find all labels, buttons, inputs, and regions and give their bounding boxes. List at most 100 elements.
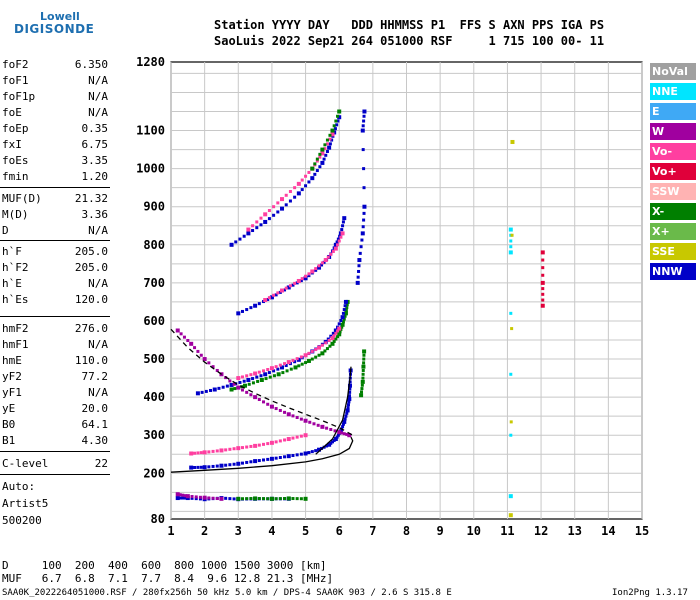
echo-point: [240, 388, 244, 392]
echo-point: [293, 186, 297, 190]
echo-point: [199, 353, 203, 357]
echo-point: [362, 357, 366, 361]
echo-point: [508, 494, 513, 499]
echo-point: [276, 372, 281, 377]
y-tick-label: 1000: [136, 162, 165, 176]
echo-point: [291, 283, 295, 287]
echo-point: [304, 174, 308, 178]
echo-point: [178, 496, 182, 500]
echo-point: [335, 435, 339, 439]
echo-point: [181, 493, 185, 497]
echo-point: [322, 157, 326, 161]
echo-point: [199, 451, 203, 455]
echo-point: [245, 460, 249, 464]
echo-point: [181, 496, 185, 500]
echo-point: [333, 429, 337, 433]
echo-point: [249, 306, 253, 310]
echo-point: [196, 451, 200, 455]
echo-point: [224, 496, 228, 500]
y-tick-label: 300: [143, 428, 165, 442]
y-tick-label: 1100: [136, 124, 165, 138]
echo-point: [330, 336, 335, 341]
echo-trace: [236, 496, 308, 501]
param-row: B1 4.30: [2, 434, 108, 450]
echo-trace: [359, 349, 367, 398]
echo-point: [341, 425, 345, 429]
profile-upper-line: [315, 366, 352, 455]
param-name: MUF(D): [2, 192, 42, 205]
param-row: h`Es 120.0: [2, 293, 108, 309]
param-name: fmin: [2, 170, 29, 183]
param-row: foF2 6.350: [2, 58, 108, 74]
echo-point: [343, 304, 347, 308]
echo-point: [334, 337, 338, 341]
echo-point: [257, 370, 261, 374]
echo-point: [336, 335, 340, 339]
echo-point: [257, 443, 261, 447]
param-value: 205.0: [74, 261, 108, 274]
legend-item: X+: [650, 223, 696, 240]
echo-point: [266, 497, 270, 501]
echo-point: [262, 400, 266, 404]
echo-point: [219, 463, 224, 468]
param-row: foEp 0.35: [2, 122, 108, 138]
echo-point: [283, 288, 287, 292]
echo-point: [183, 494, 187, 498]
echo-point: [317, 353, 321, 357]
echo-point: [200, 390, 204, 394]
echo-point: [330, 128, 335, 133]
echo-point: [295, 435, 299, 439]
footer-d-row: D 100 200 400 600 800 1000 1500 3000 [km…: [2, 559, 327, 572]
echo-point: [340, 431, 344, 435]
legend-item: NNE: [650, 83, 696, 100]
echo-point: [310, 450, 314, 454]
param-row: foF1 N/A: [2, 74, 108, 90]
echo-point: [266, 297, 270, 301]
echo-point: [361, 368, 365, 372]
echo-point: [257, 497, 261, 501]
echo-point: [346, 403, 350, 407]
x-tick-label: 1: [167, 524, 174, 538]
echo-point: [225, 384, 229, 388]
echo-point: [240, 497, 244, 501]
legend-item: NoVal: [650, 63, 696, 80]
echo-point: [509, 311, 513, 315]
echo-point: [331, 331, 335, 335]
param-name: foEs: [2, 154, 29, 167]
echo-point: [328, 344, 332, 348]
echo-point: [329, 441, 333, 445]
echo-point: [245, 374, 249, 378]
echo-point: [339, 235, 343, 239]
param-value: 3.35: [81, 154, 109, 167]
echo-point: [340, 231, 345, 236]
echo-point: [510, 327, 514, 331]
echo-point: [361, 372, 365, 376]
echo-point: [286, 437, 291, 442]
echo-point: [314, 449, 318, 453]
echo-point: [215, 368, 219, 372]
echo-point: [337, 115, 342, 120]
echo-point: [253, 443, 258, 448]
echo-point: [362, 167, 366, 171]
echo-point: [317, 345, 322, 350]
param-name: h`F: [2, 245, 22, 258]
echo-point: [232, 382, 236, 386]
echo-point: [278, 455, 282, 459]
echo-point: [313, 162, 317, 166]
echo-point: [232, 497, 236, 501]
echo-point: [267, 209, 271, 213]
echo-point: [193, 346, 197, 350]
echo-point: [362, 349, 367, 354]
echo-point: [310, 269, 315, 274]
echo-point: [262, 369, 266, 373]
echo-point: [295, 416, 299, 420]
echo-point: [360, 238, 364, 242]
echo-point: [541, 258, 545, 262]
param-value: 110.0: [74, 354, 108, 367]
echo-point: [336, 329, 340, 333]
echo-point: [278, 408, 282, 412]
echo-point: [356, 275, 360, 279]
param-value: 1.20: [81, 170, 109, 183]
echo-point: [193, 465, 197, 469]
y-tick-label: 200: [143, 466, 165, 480]
